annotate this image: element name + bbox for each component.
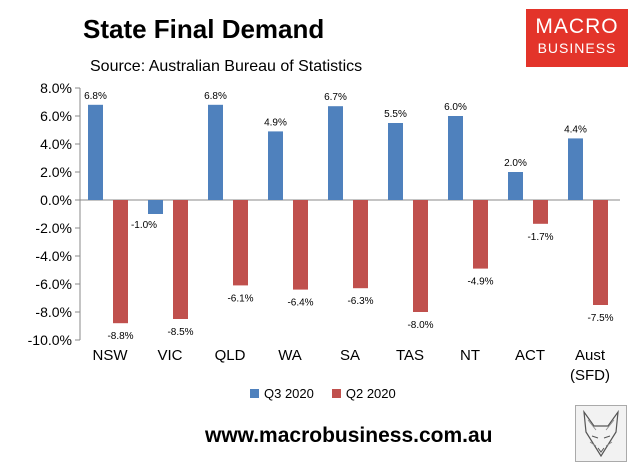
- data-label: -7.5%: [587, 313, 613, 324]
- chart-source: Source: Australian Bureau of Statistics: [90, 58, 363, 75]
- chart-title: State Final Demand: [83, 14, 325, 44]
- y-tick-label: -2.0%: [35, 220, 72, 236]
- legend-label-q3: Q3 2020: [264, 386, 314, 401]
- legend-swatch-q3: [250, 389, 259, 398]
- y-tick-label: -10.0%: [28, 332, 72, 348]
- category-label: QLD: [215, 347, 246, 364]
- legend-item-q2: Q2 2020: [331, 386, 396, 401]
- data-label: 6.7%: [324, 92, 347, 103]
- chart-legend: Q3 2020 Q2 2020: [250, 386, 396, 401]
- bar-q2: [293, 200, 308, 290]
- category-label: Aust: [575, 347, 606, 364]
- bar-q2: [533, 200, 548, 224]
- data-label: -1.7%: [527, 232, 553, 243]
- data-label: 2.0%: [504, 158, 527, 169]
- logo-line2: BUSINESS: [537, 40, 617, 56]
- fox-logo-icon: [575, 405, 627, 462]
- bar-q2: [173, 200, 188, 319]
- data-label: -6.1%: [227, 293, 253, 304]
- bar-q2: [233, 200, 248, 286]
- y-tick-label: -4.0%: [35, 248, 72, 264]
- bar-q3: [388, 123, 403, 200]
- bar-q2: [473, 200, 488, 269]
- data-label: 5.5%: [384, 109, 407, 120]
- bar-q3: [148, 200, 163, 214]
- bar-q3: [508, 172, 523, 200]
- bar-q3: [88, 104, 103, 200]
- category-label: WA: [278, 347, 302, 364]
- category-label: (SFD): [570, 367, 610, 384]
- y-tick-label: -6.0%: [35, 276, 72, 292]
- bar-q3: [568, 138, 583, 200]
- bar-q3: [328, 106, 343, 200]
- category-label: TAS: [396, 347, 424, 364]
- y-tick-label: 4.0%: [40, 136, 72, 152]
- category-label: ACT: [515, 347, 545, 364]
- category-label: SA: [340, 347, 360, 364]
- data-label: -8.0%: [407, 320, 433, 331]
- legend-swatch-q2: [331, 389, 341, 398]
- bar-q2: [593, 200, 608, 305]
- bar-q2: [353, 200, 368, 289]
- bar-q2: [413, 200, 428, 312]
- y-tick-label: 8.0%: [40, 80, 72, 96]
- data-label: 6.8%: [84, 91, 107, 102]
- data-label: -1.0%: [131, 220, 157, 231]
- data-label: -4.9%: [467, 277, 493, 288]
- bar-q2: [113, 200, 128, 324]
- data-label: -6.3%: [347, 296, 373, 307]
- data-label: -8.5%: [167, 327, 193, 338]
- y-tick-label: 0.0%: [40, 192, 72, 208]
- y-tick-label: 2.0%: [40, 164, 72, 180]
- data-label: 4.4%: [564, 124, 587, 135]
- data-label: -8.8%: [107, 331, 133, 342]
- y-tick-label: -8.0%: [35, 304, 72, 320]
- category-label: NT: [460, 347, 480, 364]
- y-tick-label: 6.0%: [40, 108, 72, 124]
- data-label: 6.0%: [444, 102, 467, 113]
- data-label: 4.9%: [264, 117, 287, 128]
- category-label: NSW: [93, 347, 129, 364]
- data-label: -6.4%: [287, 298, 313, 309]
- logo-line1: MACRO: [535, 15, 619, 38]
- bar-q3: [448, 116, 463, 200]
- fox-sketch-icon: [583, 409, 619, 458]
- website-url: www.macrobusiness.com.au: [205, 424, 493, 447]
- bar-q3: [208, 104, 223, 200]
- category-label: VIC: [157, 347, 182, 364]
- legend-label-q2: Q2 2020: [345, 386, 396, 401]
- data-label: 6.8%: [204, 91, 227, 102]
- legend-item-q3: Q3 2020: [250, 386, 314, 401]
- bar-q3: [268, 131, 283, 200]
- macrobusiness-logo: MACRO BUSINESS: [526, 9, 628, 67]
